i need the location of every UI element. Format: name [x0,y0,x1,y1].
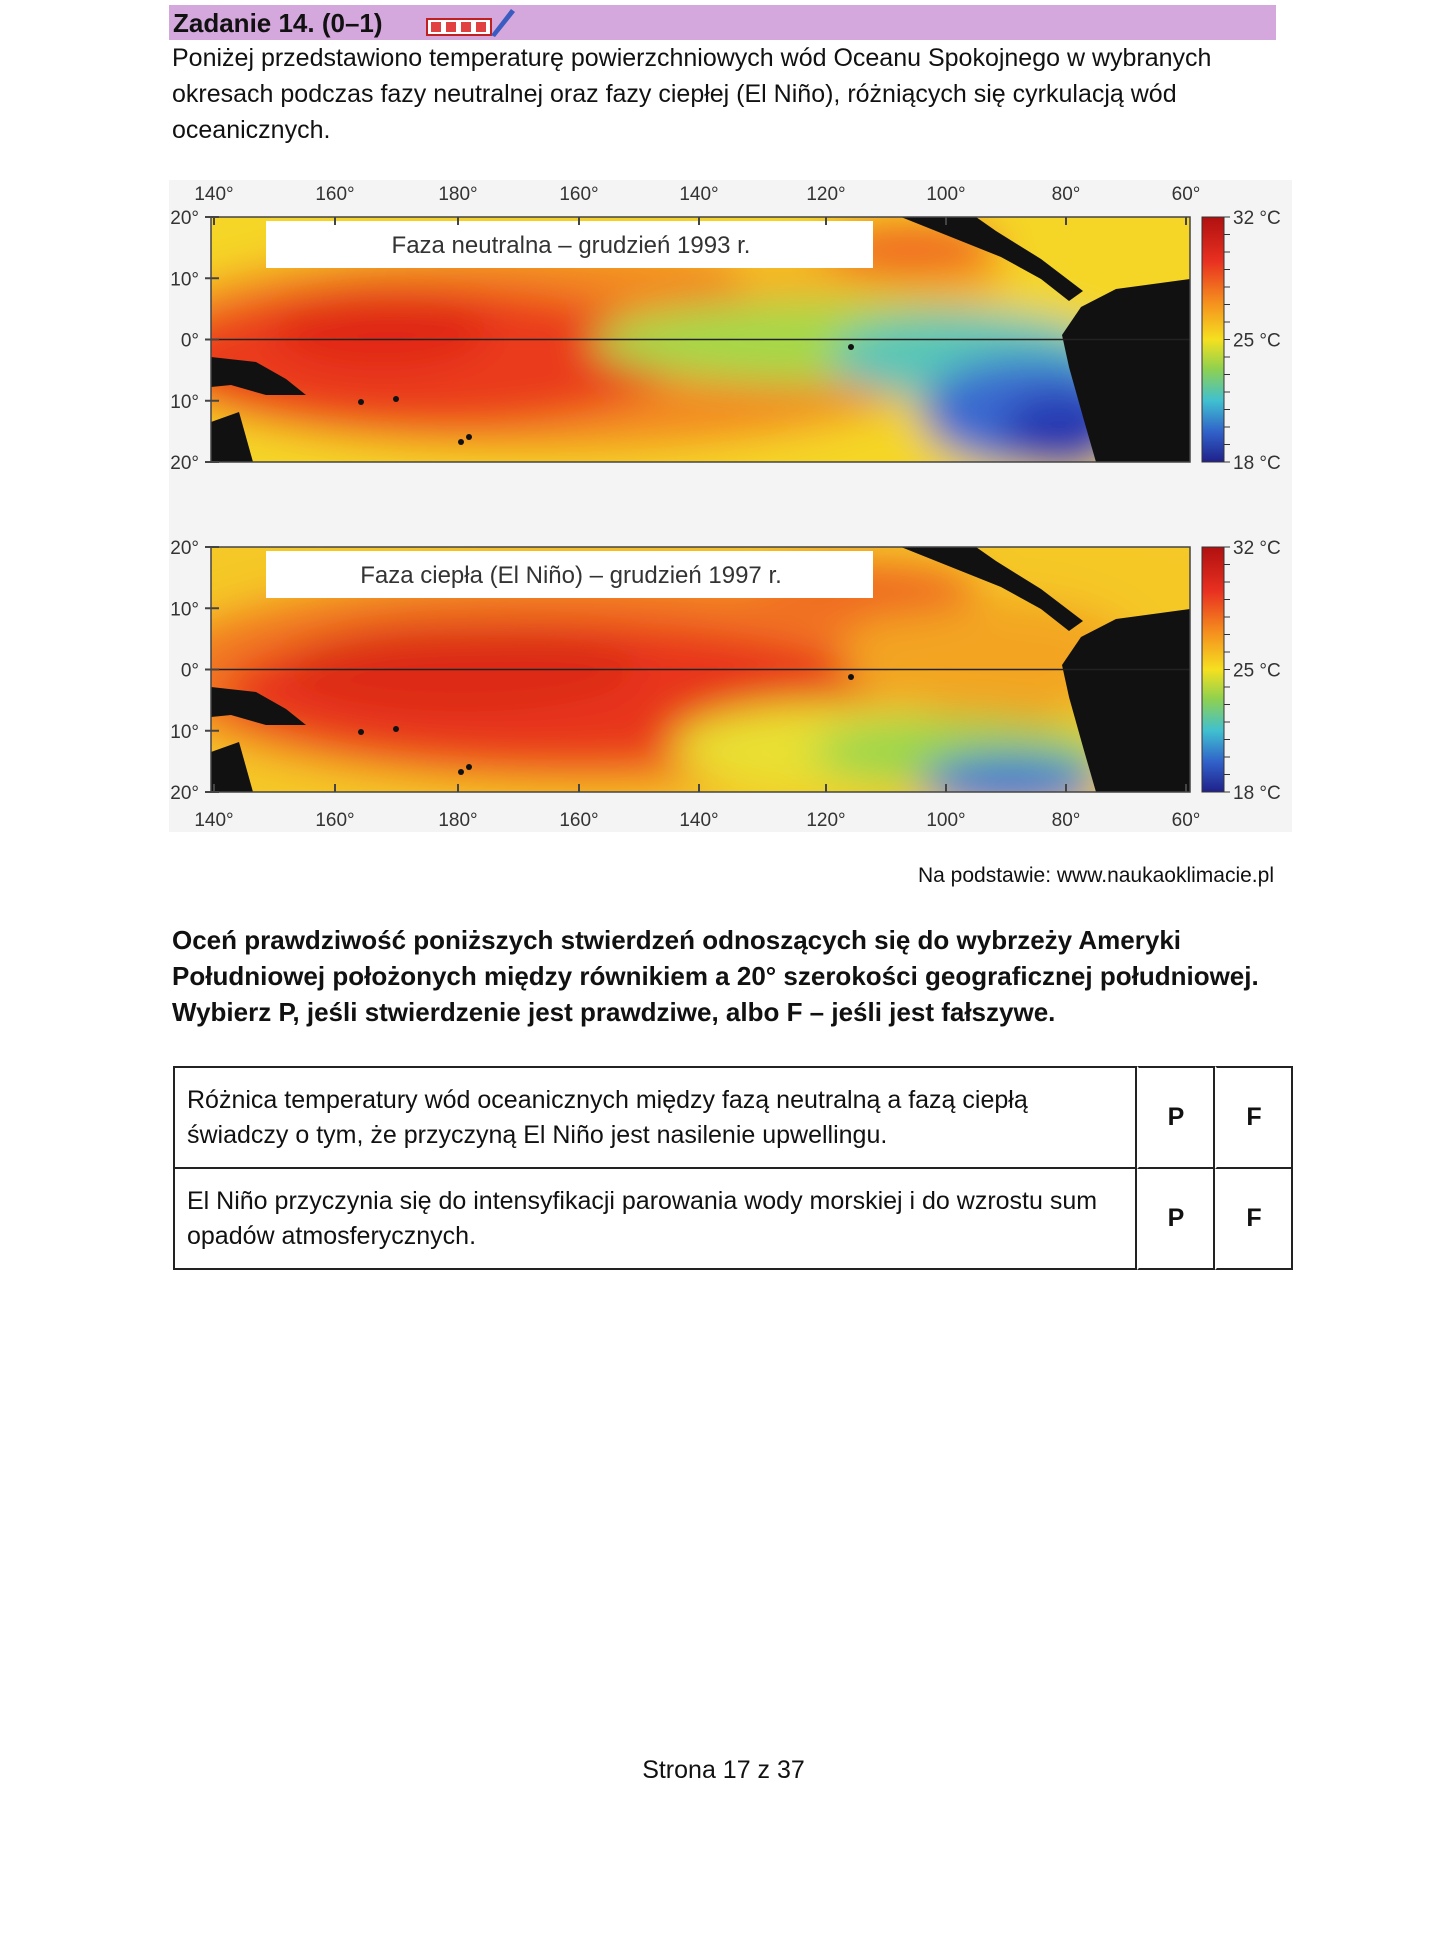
lat-label: 0° [181,661,199,682]
page-footer: Strona 17 z 37 [642,1756,805,1784]
lat-label: 10° [170,722,199,743]
island [393,396,399,402]
lon-label: 160° [315,184,354,205]
lon-label: 100° [926,184,965,205]
sst-maps: Faza neutralna – grudzień 1993 r. 140° 160… [169,180,1292,832]
table-row: El Niño przyczynia się do intensyfikacji… [173,1169,1293,1270]
island [848,344,854,350]
task-icon [426,9,515,37]
lon-label: 80° [1052,184,1081,205]
intro-text: Poniżej przedstawiono temperaturę powier… [172,44,1212,144]
lat-label: 10° [170,392,199,413]
task-title: Zadanie 14. (0–1) [173,8,383,38]
land [211,412,253,462]
answer-f[interactable]: F [1215,1169,1293,1270]
task-header: Zadanie 14. (0–1) [169,5,1276,40]
lat-label: 20° [170,208,199,229]
land [901,547,1083,631]
lat-label: 20° [170,538,199,559]
island [393,726,399,732]
panel-title: Faza neutralna – grudzień 1993 r. [392,232,751,259]
answer-p[interactable]: P [1137,1066,1215,1169]
lon-label: 180° [438,184,477,205]
island [848,674,854,680]
scale-label: 32 °C [1233,208,1281,229]
panel-title-box [266,221,873,268]
lon-label: 60° [1172,810,1201,831]
statement: El Niño przyczynia się do intensyfikacji… [173,1169,1137,1270]
lat-label: 10° [170,599,199,620]
lon-label: 140° [679,184,718,205]
source: Na podstawie: www.naukaoklimacie.pl [917,864,1274,887]
land [211,687,306,725]
scale-label: 25 °C [1233,331,1281,352]
land [901,217,1083,301]
color-scale [1201,546,1225,793]
island [358,729,364,735]
lon-label: 140° [194,810,233,831]
scale-label: 18 °C [1233,453,1281,474]
scale-label: 25 °C [1233,661,1281,682]
lat-label: 10° [170,269,199,290]
answer-p[interactable]: P [1137,1169,1215,1270]
lon-label: 180° [438,810,477,831]
lon-label: 100° [926,810,965,831]
sst-region [281,622,641,712]
table-row: Różnica temperatury wód oceanicznych mię… [173,1066,1293,1169]
lon-label: 140° [194,184,233,205]
land [211,357,306,395]
lon-label: 120° [806,810,845,831]
lat-label: 20° [170,783,199,804]
island [358,399,364,405]
lon-label: 80° [1052,810,1081,831]
question: Oceń prawdziwość poniższych stwierdzeń o… [172,925,1259,1027]
island [458,769,464,775]
sst-region [921,754,1101,792]
lon-label: 120° [806,184,845,205]
map-panel: Faza neutralna – grudzień 1993 r. 140° 160… [170,184,1281,474]
lon-label: 160° [315,810,354,831]
answer-f[interactable]: F [1215,1066,1293,1169]
scale-label: 18 °C [1233,783,1281,804]
sst-region [271,287,491,367]
island [466,434,472,440]
lat-label: 20° [170,453,199,474]
panel-title: Faza ciepła (El Niño) – grudzień 1997 r. [360,562,782,589]
map-panel: Faza ciepła (El Niño) – grudzień 1997 r.… [170,538,1281,831]
statement: Różnica temperatury wód oceanicznych mię… [173,1066,1137,1169]
lon-label: 60° [1172,184,1201,205]
land [1062,609,1190,792]
land [211,742,253,792]
island [458,439,464,445]
answer-table: Różnica temperatury wód oceanicznych mię… [173,1066,1293,1270]
island [466,764,472,770]
land [1062,279,1190,462]
lon-label: 160° [559,184,598,205]
lat-label: 0° [181,331,199,352]
color-scale [1201,216,1225,463]
lon-label: 140° [679,810,718,831]
panel-title-box [266,551,873,598]
lon-label: 160° [559,810,598,831]
scale-label: 32 °C [1233,538,1281,559]
